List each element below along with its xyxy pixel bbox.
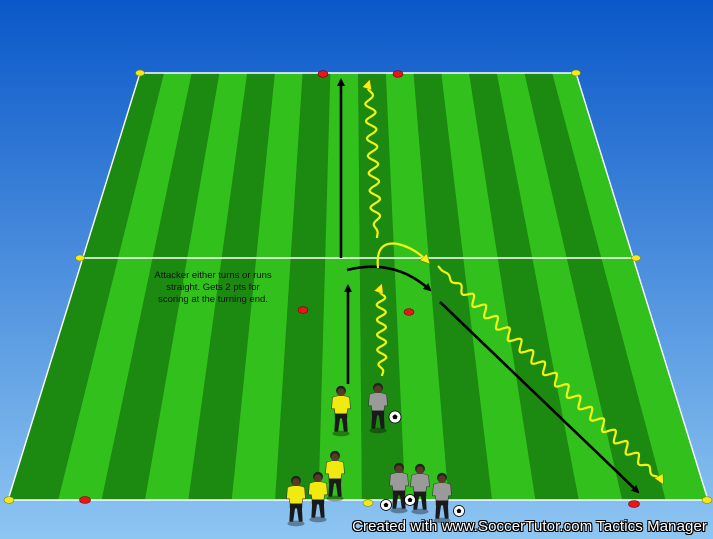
cone-icon — [701, 496, 713, 504]
grass-stripe — [385, 73, 450, 500]
player-icon — [389, 462, 409, 514]
run-arrow-diagonal — [439, 301, 640, 494]
grass-stripe — [467, 73, 581, 500]
dribble-arrow-turn — [376, 242, 428, 269]
soccer-ball-icon — [453, 505, 465, 517]
player-icon — [286, 475, 306, 527]
player-icon — [368, 382, 388, 434]
balls — [380, 410, 465, 517]
grass-stripe — [12, 73, 168, 500]
dribble-arrow-top — [365, 82, 382, 238]
players — [286, 382, 452, 527]
grass-stripe — [99, 73, 222, 500]
cone-icon — [75, 254, 85, 262]
grass-stripe — [412, 73, 494, 500]
grass-stripe — [230, 73, 304, 500]
player-icon — [325, 450, 345, 502]
soccer-ball-icon — [404, 494, 416, 506]
grass-stripe — [143, 73, 249, 500]
coaching-note: Attacker either turns or runs straight. … — [154, 270, 272, 305]
dribble-arrow-middle — [377, 286, 388, 377]
grass-stripe — [439, 73, 537, 500]
cone-icon — [631, 254, 641, 262]
player-icon — [308, 471, 328, 523]
grass-stripe — [318, 73, 362, 500]
cone-icon — [135, 69, 145, 77]
soccer-ball-icon — [388, 410, 402, 424]
cone-icon — [392, 70, 404, 78]
cone-icon — [403, 308, 415, 316]
watermark-text: Created with www.SoccerTutor.com Tactics… — [352, 518, 707, 535]
cones — [3, 69, 713, 508]
grass-stripe — [548, 73, 708, 500]
cone-icon — [571, 69, 581, 77]
grass-stripe — [187, 73, 277, 500]
grass-stripe — [494, 73, 625, 500]
soccer-ball-icon — [380, 499, 392, 511]
player-icon — [410, 463, 430, 515]
player-icon — [331, 385, 351, 437]
cone-icon — [297, 306, 309, 314]
cone-icon — [628, 500, 640, 508]
run-arrows — [337, 78, 640, 494]
dribble-arrow-diagonal — [437, 265, 662, 482]
cone-icon — [3, 496, 15, 504]
run-arrow-turn — [346, 265, 432, 292]
grass-stripe — [55, 73, 195, 500]
player-icon — [432, 472, 452, 524]
cone-icon — [362, 499, 374, 507]
dribble-arrows — [365, 82, 662, 482]
grass-stripe — [274, 73, 331, 500]
grass-stripe — [521, 73, 669, 500]
cone-icon — [79, 496, 91, 504]
cone-icon — [317, 70, 329, 78]
pitch — [8, 73, 708, 500]
